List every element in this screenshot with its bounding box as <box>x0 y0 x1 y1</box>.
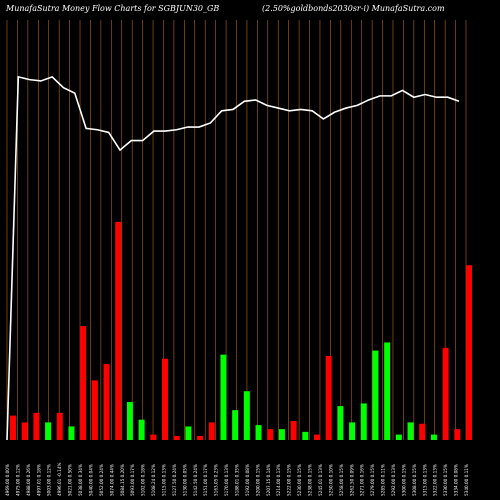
x-tick-label: 5315.00 0.13% <box>422 464 427 496</box>
money-flow-bar <box>466 265 472 440</box>
money-flow-bar <box>56 412 63 440</box>
x-tick-label: 5192.00 0.08% <box>245 464 250 496</box>
money-flow-bar <box>360 403 367 440</box>
x-tick-label: 5021.00 0.50% <box>68 464 73 496</box>
money-flow-bar <box>68 426 75 440</box>
money-flow-bar <box>255 425 262 440</box>
x-tick-label: 5040.00 0.04% <box>88 464 93 496</box>
x-tick-label: 5151.00 0.17% <box>203 464 208 496</box>
x-tick-label: 5250.00 0.10% <box>328 464 333 496</box>
x-tick-label: 5170.00 0.13% <box>224 464 229 496</box>
x-tick-label: 5292.00 0.13% <box>391 464 396 496</box>
chart-subtitle: (2.50%goldbonds2030sr-i) MunafaSutra.com <box>262 4 445 13</box>
money-flow-bar <box>372 350 379 440</box>
money-flow-bar <box>290 421 297 440</box>
money-flow-bar <box>115 221 122 440</box>
money-flow-bar <box>21 422 28 440</box>
x-tick-label: 5084.15 0.20% <box>120 464 125 496</box>
x-tick-label: 5052.00 0.24% <box>99 464 104 496</box>
x-tick-label: 5271.00 0.16% <box>360 464 365 496</box>
money-flow-bar <box>208 422 215 440</box>
money-flow-bar <box>220 354 227 440</box>
money-flow-bar <box>442 347 449 440</box>
x-tick-label: 5308.00 0.15% <box>412 464 417 496</box>
x-tick-label: 5230.00 0.15% <box>297 464 302 496</box>
vertical-gridlines <box>6 20 467 440</box>
money-flow-bars <box>10 221 472 440</box>
x-tick-label: 5200.00 0.15% <box>255 464 260 496</box>
money-flow-bar <box>325 356 332 440</box>
x-tick-label: 5330.00 0.15% <box>443 464 448 496</box>
chart-title: MunafaSutra Money Flow Charts for SGBJUN… <box>6 4 220 13</box>
money-flow-bar <box>430 434 437 440</box>
x-tick-label: 4997.01 0.18% <box>36 464 41 496</box>
money-flow-bar <box>162 358 168 440</box>
x-tick-label: 5188.01 0.35% <box>235 464 240 496</box>
money-flow-bar <box>407 422 414 440</box>
x-tick-label: 5262.50 0.09% <box>349 464 354 496</box>
money-flow-bar <box>314 434 320 440</box>
money-flow-bar <box>419 423 426 440</box>
money-flow-bar <box>45 422 52 440</box>
x-tick-label: 5300.00 0.15% <box>401 464 406 496</box>
money-flow-bar <box>197 435 204 440</box>
x-tick-label: 5285.00 0.11% <box>381 464 386 496</box>
x-tick-label: 5115.00 0.13% <box>161 464 166 496</box>
x-tick-label: 5238.00 0.15% <box>308 464 313 496</box>
money-flow-bar <box>302 431 309 440</box>
money-flow-bar <box>103 364 110 440</box>
money-flow-bar <box>80 326 87 440</box>
x-tick-label: 5127.50 0.24% <box>172 464 177 496</box>
money-flow-bar <box>10 415 16 440</box>
x-tick-label: 5074.00 0.44% <box>109 464 114 496</box>
price-line-group <box>6 75 460 441</box>
x-tick-label: 4988.00 0.26% <box>26 464 31 496</box>
x-tick-label: 5245.01 0.13% <box>318 464 323 496</box>
x-tick-label: 5207.15 0.14% <box>266 464 271 496</box>
x-tick-label: 5142.50 0.24% <box>193 464 198 496</box>
x-tick-label: 5279.00 0.15% <box>370 464 375 496</box>
money-flow-bar <box>267 429 274 440</box>
money-flow-bar <box>337 406 344 440</box>
x-tick-label: 4969.00 0.00% <box>5 464 10 496</box>
money-flow-bar <box>349 422 356 440</box>
x-axis-tick-labels: 4969.00 0.00% 4975.00 0.12% 4988.00 0.26% 4… <box>5 463 469 496</box>
money-flow-bar <box>243 391 250 440</box>
x-tick-label: 5214.00 0.13% <box>276 464 281 496</box>
money-flow-bar <box>138 419 145 440</box>
money-flow-bar <box>33 412 40 440</box>
money-flow-bar <box>278 429 285 440</box>
money-flow-bar <box>173 435 180 440</box>
x-tick-label: 5093.00 0.17% <box>130 464 135 496</box>
x-tick-label: 4975.00 0.12% <box>15 464 20 496</box>
money-flow-bar <box>126 402 133 440</box>
x-tick-label: 5108.24 0.12% <box>151 464 156 496</box>
x-tick-label: 5258.00 0.15% <box>339 464 344 496</box>
money-flow-bar <box>395 434 402 440</box>
money-flow-bar <box>232 410 239 440</box>
x-tick-label: 5130.00 0.05% <box>182 464 187 496</box>
x-tick-label: 5003.00 0.12% <box>47 464 52 496</box>
x-tick-label: 5038.00 0.34% <box>78 464 83 496</box>
x-tick-label: 5334.00 0.08% <box>454 464 459 496</box>
x-tick-label: 5322.00 0.13% <box>433 464 438 496</box>
x-tick-label: 5102.00 0.18% <box>141 464 146 496</box>
money-flow-bar <box>150 434 157 440</box>
money-flow-bar <box>384 342 391 440</box>
x-tick-label: 5222.00 0.15% <box>287 464 292 496</box>
x-tick-label: 4996.01 -0.14% <box>57 463 62 496</box>
money-flow-bar <box>454 429 461 440</box>
money-flow-bar <box>185 426 192 440</box>
money-flow-bar <box>91 380 98 440</box>
price-line <box>6 75 460 441</box>
x-tick-label: 5163.05 0.23% <box>214 464 219 496</box>
x-tick-label: 5340.00 0.11% <box>464 464 469 496</box>
